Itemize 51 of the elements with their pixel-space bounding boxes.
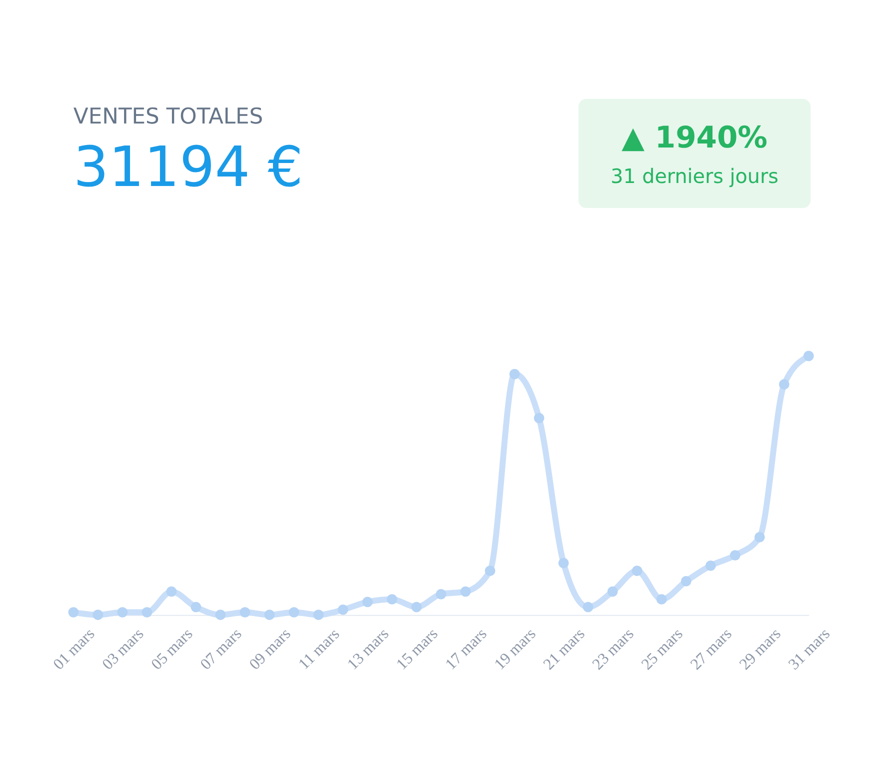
x-tick-label: 07 mars	[197, 626, 246, 674]
point	[362, 596, 373, 608]
point	[338, 604, 348, 615]
point	[288, 607, 300, 618]
point	[778, 379, 790, 390]
point	[117, 607, 128, 618]
text: ▲ 1940%	[622, 120, 768, 156]
point	[386, 594, 398, 605]
point	[190, 602, 202, 612]
chart-subtitle: 31194 €	[73, 135, 304, 200]
point	[509, 368, 520, 380]
point	[460, 586, 471, 597]
x-tick-label: 21 mars	[540, 626, 588, 674]
x-tick-label: 25 mars	[638, 626, 686, 674]
x-tick-label: 31 mars	[786, 626, 834, 674]
point	[607, 586, 618, 597]
x-tick-label: 01 mars	[50, 626, 98, 674]
x-tick-label: 15 mars	[393, 626, 442, 674]
x-tick-label: 05 mars	[148, 626, 196, 674]
point	[411, 602, 422, 612]
text: 31 derniers jours	[610, 165, 778, 188]
point	[264, 610, 275, 620]
x-tick-label: 27 mars	[688, 626, 736, 674]
point	[313, 610, 324, 620]
point	[142, 607, 152, 618]
point	[166, 586, 177, 597]
x-tick-label: 29 mars	[736, 626, 784, 674]
point	[680, 576, 692, 586]
point	[656, 594, 667, 605]
point	[705, 560, 716, 571]
x-tick-label: 09 mars	[246, 626, 294, 674]
point	[803, 350, 814, 362]
point	[436, 588, 446, 600]
x-tick-label: 23 mars	[589, 626, 638, 674]
x-tick-label: 19 mars	[491, 626, 540, 674]
x-tick-label: 13 mars	[344, 626, 392, 674]
point	[240, 607, 250, 618]
point	[730, 550, 740, 560]
chart-title: VENTES TOTALES	[73, 104, 264, 130]
x-tick-label: 03 mars	[99, 626, 148, 674]
point	[92, 610, 104, 620]
x-tick-label: 11 mars	[296, 626, 344, 674]
point	[754, 532, 765, 542]
point	[68, 607, 79, 618]
point	[632, 566, 642, 576]
point	[534, 412, 544, 424]
point	[582, 602, 594, 612]
point	[215, 610, 226, 620]
x-tick-label: 17 mars	[442, 626, 490, 674]
point	[484, 566, 496, 576]
point	[558, 558, 569, 568]
